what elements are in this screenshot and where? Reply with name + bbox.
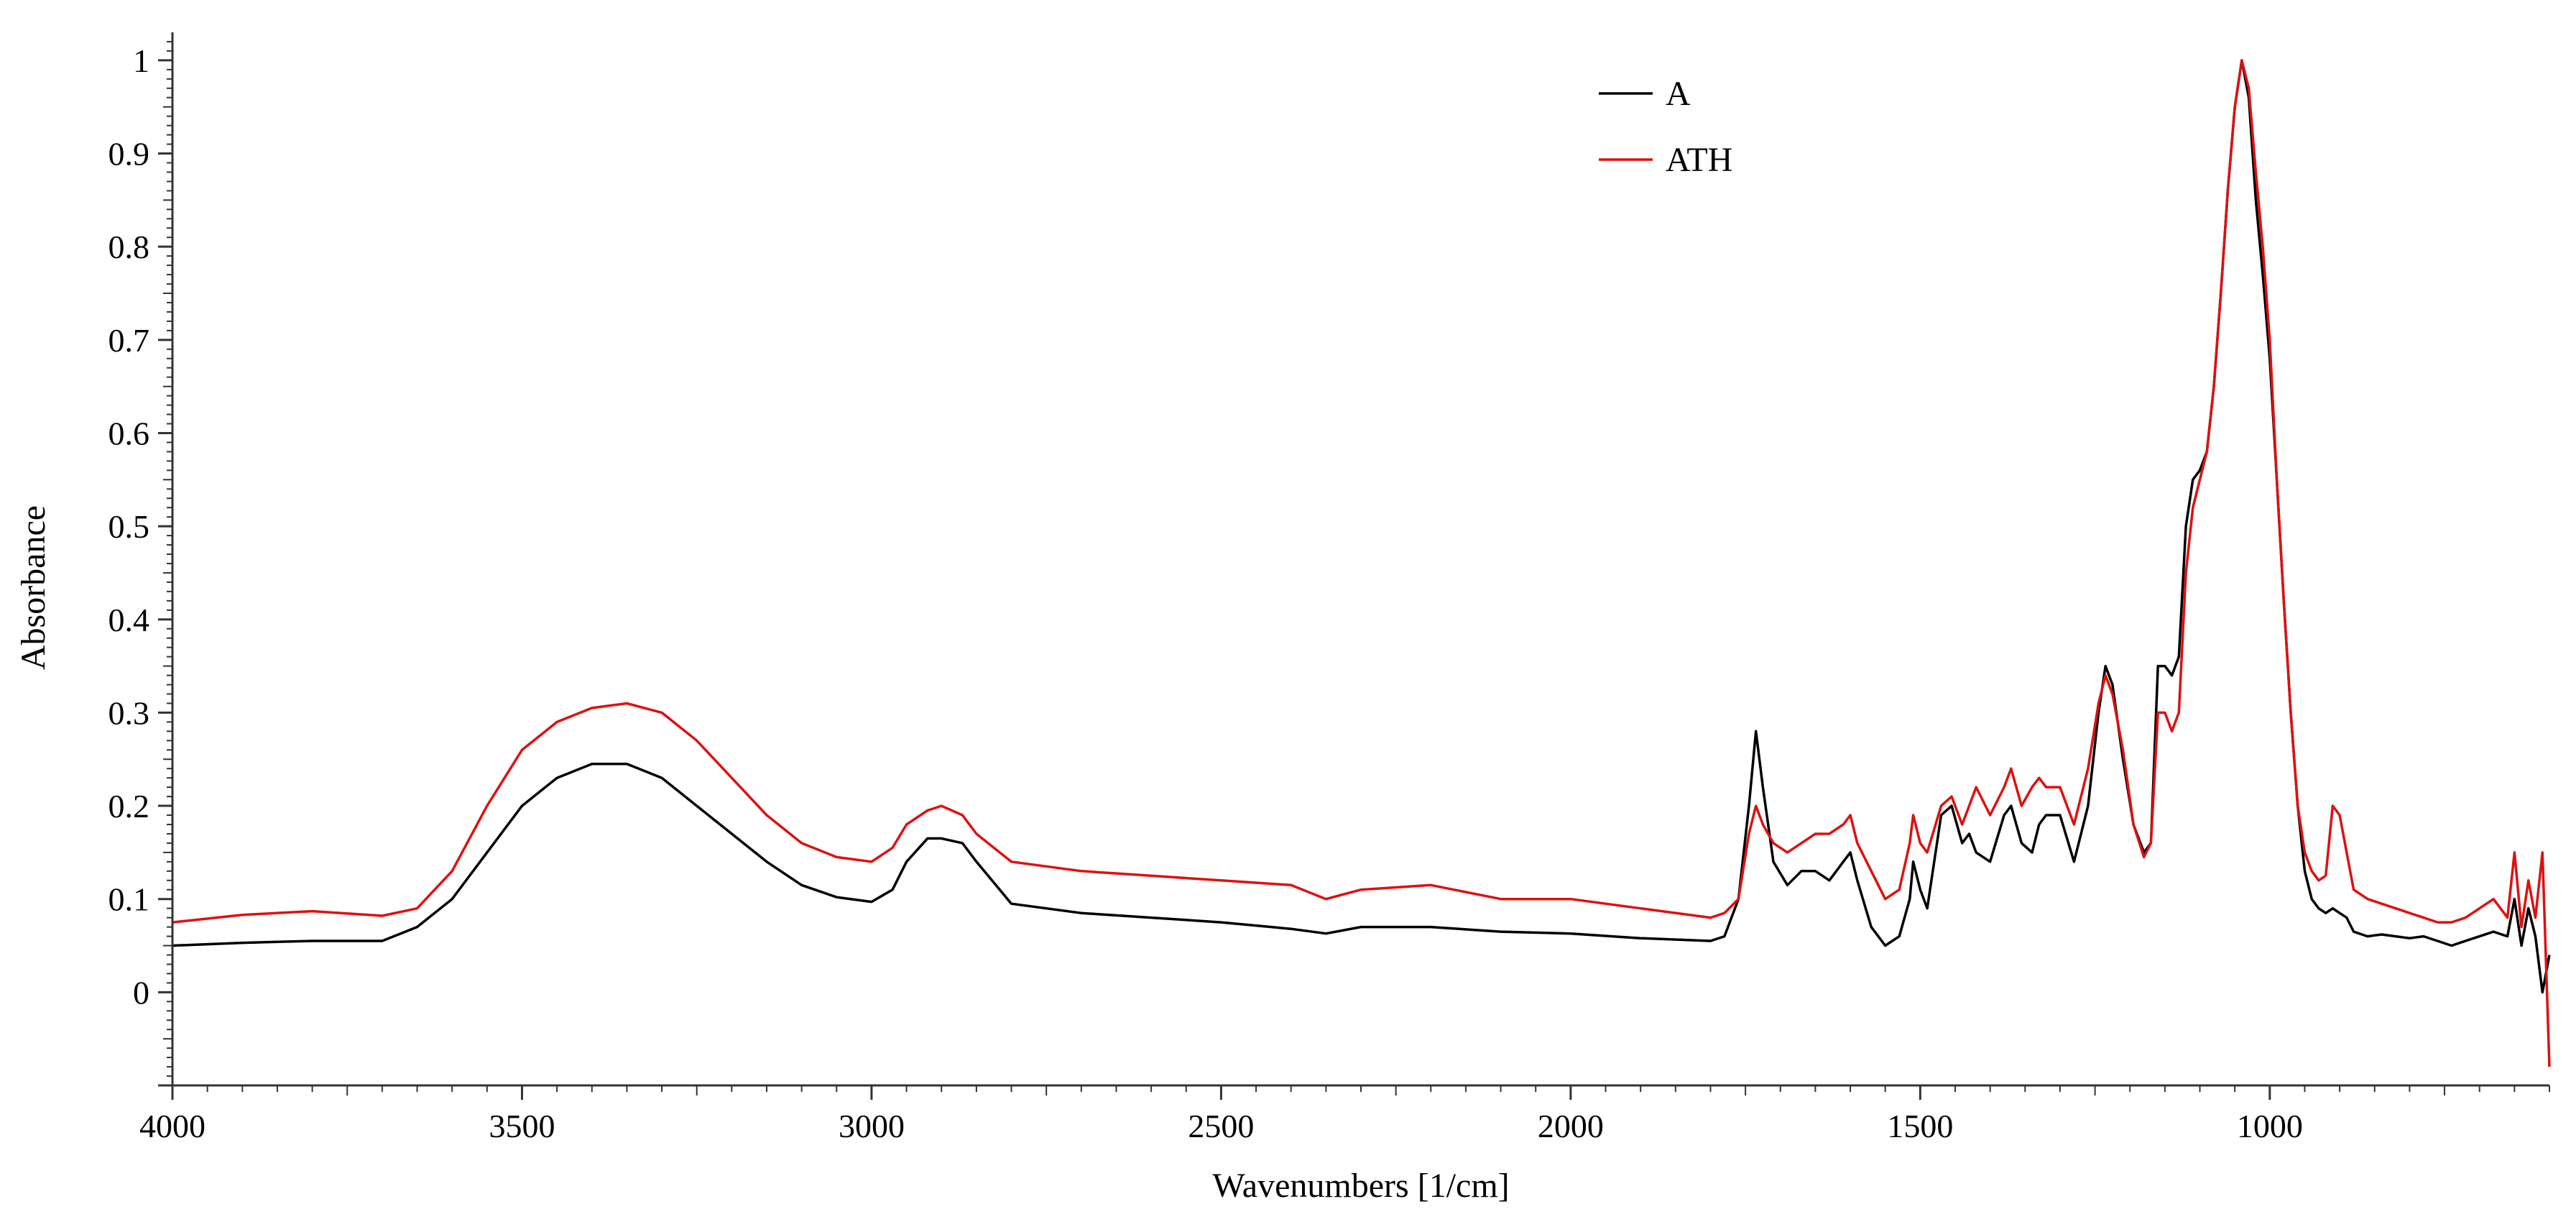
series-line-a (172, 59, 2551, 994)
x-tick-label: 3500 (489, 1108, 555, 1144)
y-tick-label: 0.2 (109, 788, 150, 824)
legend-label-ath: ATH (1666, 141, 1732, 179)
y-tick-label: 0.1 (109, 881, 150, 918)
x-tick-label: 3000 (839, 1108, 905, 1144)
x-tick-label: 1500 (1887, 1108, 1953, 1144)
legend: A ATH (1599, 75, 1732, 179)
x-tick-label: 2500 (1188, 1108, 1254, 1144)
y-axis-title: Absorbance (14, 505, 52, 670)
x-tick-label: 1000 (2237, 1108, 2303, 1144)
series-line-ath (172, 59, 2551, 1067)
y-tick-label: 0.8 (109, 229, 150, 265)
y-tick-label: 0.5 (109, 508, 150, 545)
y-tick-label: 0 (133, 974, 149, 1011)
x-tick-label: 2000 (1538, 1108, 1604, 1144)
legend-label-a: A (1666, 75, 1691, 113)
y-tick-label: 0.9 (109, 136, 150, 173)
series-layer (172, 59, 2551, 1067)
y-tick-label: 0.7 (109, 322, 150, 359)
x-tick-label: 4000 (139, 1108, 206, 1144)
x-axis-title: Wavenumbers [1/cm] (1212, 1167, 1509, 1205)
y-tick-label: 0.3 (109, 694, 150, 731)
x-axis-ticks: 4000 3500 3000 2500 2000 1500 1000 (139, 1085, 2550, 1144)
y-tick-label: 0.6 (109, 415, 150, 451)
y-axis-ticks: 0 0.1 0.2 0.3 0.4 0.5 0.6 0.7 0.8 0.9 1 (109, 40, 172, 1087)
y-tick-label: 0.4 (109, 602, 150, 638)
y-tick-label: 1 (133, 42, 149, 79)
